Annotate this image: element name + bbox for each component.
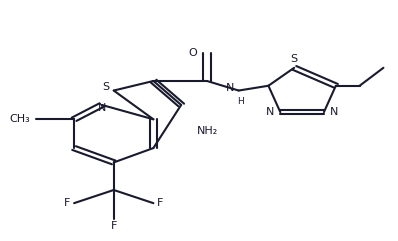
Text: F: F <box>64 198 70 208</box>
Text: F: F <box>157 198 164 208</box>
Text: O: O <box>188 48 197 58</box>
Text: CH₃: CH₃ <box>10 114 30 124</box>
Text: N: N <box>266 107 274 117</box>
Text: N: N <box>98 102 106 113</box>
Text: F: F <box>111 221 117 231</box>
Text: S: S <box>103 82 110 92</box>
Text: S: S <box>291 54 298 64</box>
Text: NH₂: NH₂ <box>197 126 218 136</box>
Text: N: N <box>226 83 235 93</box>
Text: H: H <box>237 97 244 106</box>
Text: N: N <box>330 107 338 117</box>
